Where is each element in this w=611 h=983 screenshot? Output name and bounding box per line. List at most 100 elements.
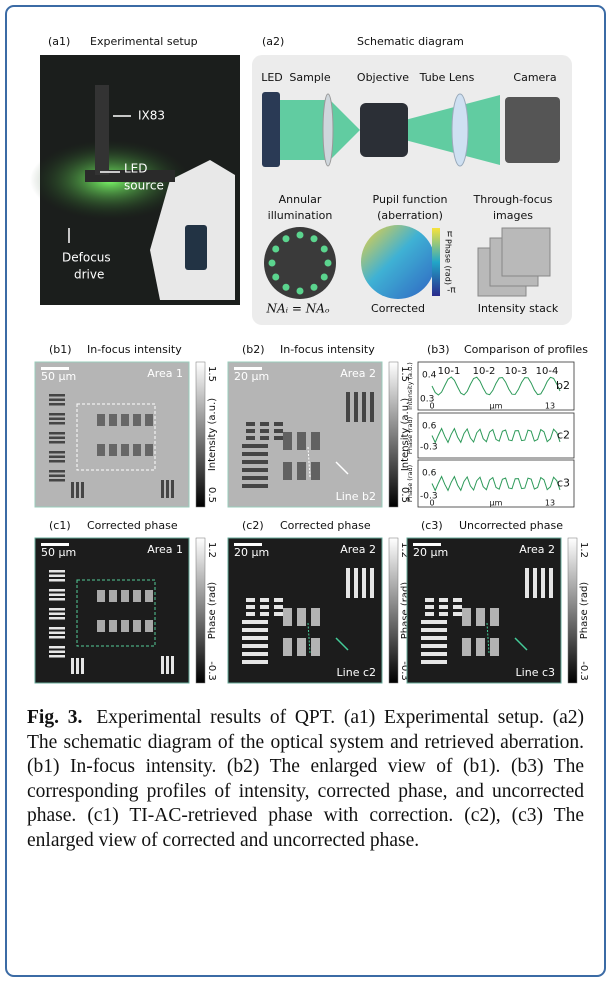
panel-title: In-focus intensity [87,343,182,356]
bar [260,598,269,602]
bar [490,638,499,656]
bar [97,620,105,632]
bar [260,422,269,426]
led-dot [297,288,304,295]
scale-bar-label: 50 μm [41,370,76,383]
y-axis-label: Phase (rad) [406,465,414,502]
bar [242,460,268,464]
bar [49,627,65,630]
colorbar [196,538,205,683]
bar [109,414,117,426]
bar [242,452,268,456]
x-tick-label: 0 [429,402,434,411]
profile-tag: b2 [556,379,570,392]
bar [242,444,268,448]
bar [71,658,74,674]
bar [242,468,268,472]
camera [505,97,560,163]
led-dot [283,235,290,242]
bar [297,462,306,480]
bar [533,568,537,598]
photo-note: source [124,179,164,193]
bar [453,598,462,602]
y-axis-label: Intensity (a.u.) [406,362,414,410]
plot-frame [418,413,574,458]
bar [97,444,105,456]
component-label: Tube Lens [419,71,475,84]
led-dot [325,260,332,267]
colorbar [568,538,577,683]
y-tick-label: -0.3 [420,443,438,453]
bar [49,413,65,416]
y-tick-label: 0.6 [422,469,437,479]
bar [362,392,366,422]
bar [49,432,65,435]
bar [49,594,65,597]
x-axis-label: μm [490,402,503,411]
schematic-caption: Pupil function [373,193,448,206]
bar [311,432,320,450]
bar [109,590,117,602]
panel-label: (c3) [421,519,443,532]
bar [49,399,65,402]
photo-note: Defocus [62,251,111,265]
panel-title: Schematic diagram [357,35,464,48]
bar [49,437,65,440]
bar [274,605,283,609]
bar [283,432,292,450]
bar [109,444,117,456]
bar [274,598,283,602]
bar [311,462,320,480]
x-tick-label: 13 [545,499,555,508]
bar [49,570,65,573]
microscope-screen [185,225,207,270]
bar [274,436,283,440]
bar [49,470,65,473]
line-label: Line c2 [337,666,376,679]
bar [260,605,269,609]
tube-lens [452,94,468,166]
led-device [262,92,280,167]
component-label: Objective [357,71,409,84]
bar [297,432,306,450]
bar [49,460,65,463]
bar [49,422,65,425]
bar [297,608,306,626]
bar [242,620,268,624]
bar [462,608,471,626]
schematic-caption: images [493,209,533,222]
bar [246,605,255,609]
schematic-caption: Annular [279,193,322,206]
pupil-phase [361,225,435,299]
group-label: 10-4 [536,366,559,377]
bar [145,620,153,632]
bar [49,646,65,649]
bar [274,422,283,426]
bar [421,644,447,648]
stack-image [502,228,550,276]
panel-title: Comparison of profiles [464,343,588,356]
bar [81,658,84,674]
bar [49,394,65,397]
bar [49,655,65,658]
caption: Fig. 3.Experimental results of QPT. (a1)… [27,706,584,854]
bar [549,568,553,598]
panel-label: (c2) [242,519,264,532]
caption-label: Fig. 3. [27,707,82,728]
x-tick-label: 13 [545,402,555,411]
bar [121,414,129,426]
bar [439,605,448,609]
bar [109,620,117,632]
schematic-caption: Intensity stack [478,302,559,315]
bar [346,392,350,422]
panel-label: (b1) [49,343,72,356]
bar [260,436,269,440]
bar [161,480,164,498]
bar [246,598,255,602]
schematic-caption: (aberration) [377,209,443,222]
bar [49,651,65,654]
bar [421,628,447,632]
bar [370,568,374,598]
scale-bar-label: 20 μm [234,370,269,383]
panel-label: (c1) [49,519,71,532]
